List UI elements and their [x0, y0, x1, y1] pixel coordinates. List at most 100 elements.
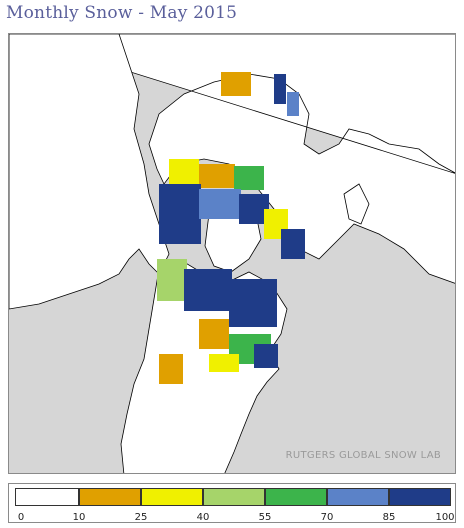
snow-cell: [287, 241, 293, 247]
snow-cell: [264, 227, 270, 233]
snow-cell: [233, 78, 239, 84]
snow-cell: [195, 226, 201, 232]
snow-cell: [184, 293, 190, 299]
snow-cell: [223, 319, 229, 325]
snow-cell: [270, 233, 276, 239]
snow-cell: [223, 331, 229, 337]
snow-cell: [229, 334, 235, 340]
snow-cell: [241, 358, 247, 364]
snow-cell: [165, 366, 171, 372]
snow-cell: [183, 226, 189, 232]
snow-cell: [271, 303, 277, 309]
snow-cell: [220, 275, 226, 281]
snow-cell: [266, 362, 272, 368]
snow-cell: [199, 325, 205, 331]
snow-cell: [165, 360, 171, 366]
snow-cell: [181, 265, 187, 271]
snow-cell: [175, 283, 181, 289]
legend-swatch: [15, 488, 79, 506]
snow-cell: [229, 164, 235, 170]
snow-map: RUTGERS GLOBAL SNOW LAB: [8, 33, 456, 474]
snow-cell: [195, 238, 201, 244]
snow-cell: [241, 334, 247, 340]
snow-cell: [171, 202, 177, 208]
snow-cell: [165, 184, 171, 190]
snow-cell: [276, 209, 282, 215]
snow-cell: [202, 287, 208, 293]
snow-cell: [299, 253, 305, 259]
snow-cell: [165, 372, 171, 378]
snow-cell: [260, 350, 266, 356]
snow-cell: [227, 72, 233, 78]
snow-cell: [241, 352, 247, 358]
snow-cell: [299, 229, 305, 235]
legend-tick-label: 70: [320, 512, 334, 523]
legend-swatch: [265, 488, 327, 506]
snow-cell: [271, 285, 277, 291]
snow-cell: [223, 207, 229, 213]
snow-cell: [211, 201, 217, 207]
snow-cell: [264, 209, 270, 215]
snow-cell: [247, 321, 253, 327]
snow-cell: [245, 84, 251, 90]
snow-cell: [196, 299, 202, 305]
snow-cell: [287, 104, 293, 110]
snow-cell: [165, 220, 171, 226]
snow-cell: [211, 207, 217, 213]
snow-cell: [217, 164, 223, 170]
snow-cell: [184, 305, 190, 311]
snow-cell: [259, 321, 265, 327]
snow-cell: [177, 202, 183, 208]
snow-cell: [163, 295, 169, 301]
snow-cell: [287, 110, 293, 116]
snow-cell: [159, 208, 165, 214]
snow-cell: [169, 165, 175, 171]
snow-cell: [175, 289, 181, 295]
snow-cell: [193, 177, 199, 183]
snow-cell: [163, 265, 169, 271]
snow-cell: [293, 247, 299, 253]
snow-cell: [163, 289, 169, 295]
snow-cell: [280, 98, 286, 104]
snow-cell: [263, 194, 269, 200]
snow-cell: [217, 189, 223, 195]
snow-cell: [234, 166, 240, 172]
snow-cell: [247, 303, 253, 309]
snow-cell: [282, 209, 288, 215]
snow-cell: [253, 297, 259, 303]
snow-cell: [217, 213, 223, 219]
snow-cell: [175, 165, 181, 171]
snow-cell: [199, 189, 205, 195]
snow-cell: [183, 190, 189, 196]
snow-cell: [293, 235, 299, 241]
snow-cell: [171, 196, 177, 202]
snow-cell: [205, 164, 211, 170]
snow-cell: [259, 340, 265, 346]
snow-cell: [258, 172, 264, 178]
snow-cell: [205, 201, 211, 207]
snow-cell: [220, 293, 226, 299]
snow-cell: [208, 281, 214, 287]
snow-cell: [187, 159, 193, 165]
snow-cell: [205, 195, 211, 201]
snow-cell: [171, 226, 177, 232]
snow-cell: [175, 177, 181, 183]
snow-cell: [187, 165, 193, 171]
snow-cell: [259, 334, 265, 340]
snow-cell: [205, 325, 211, 331]
snow-cell: [245, 72, 251, 78]
snow-cell: [227, 84, 233, 90]
snow-cell: [239, 72, 245, 78]
snow-cell: [227, 360, 233, 366]
snow-cell: [271, 291, 277, 297]
snow-cell: [253, 279, 259, 285]
snow-cell: [252, 178, 258, 184]
snow-cell: [274, 98, 280, 104]
snow-cell: [159, 354, 165, 360]
snow-cell: [270, 227, 276, 233]
snow-cell: [202, 293, 208, 299]
snow-cell: [239, 78, 245, 84]
snow-cell: [171, 232, 177, 238]
snow-cell: [233, 72, 239, 78]
snow-cell: [235, 189, 241, 195]
